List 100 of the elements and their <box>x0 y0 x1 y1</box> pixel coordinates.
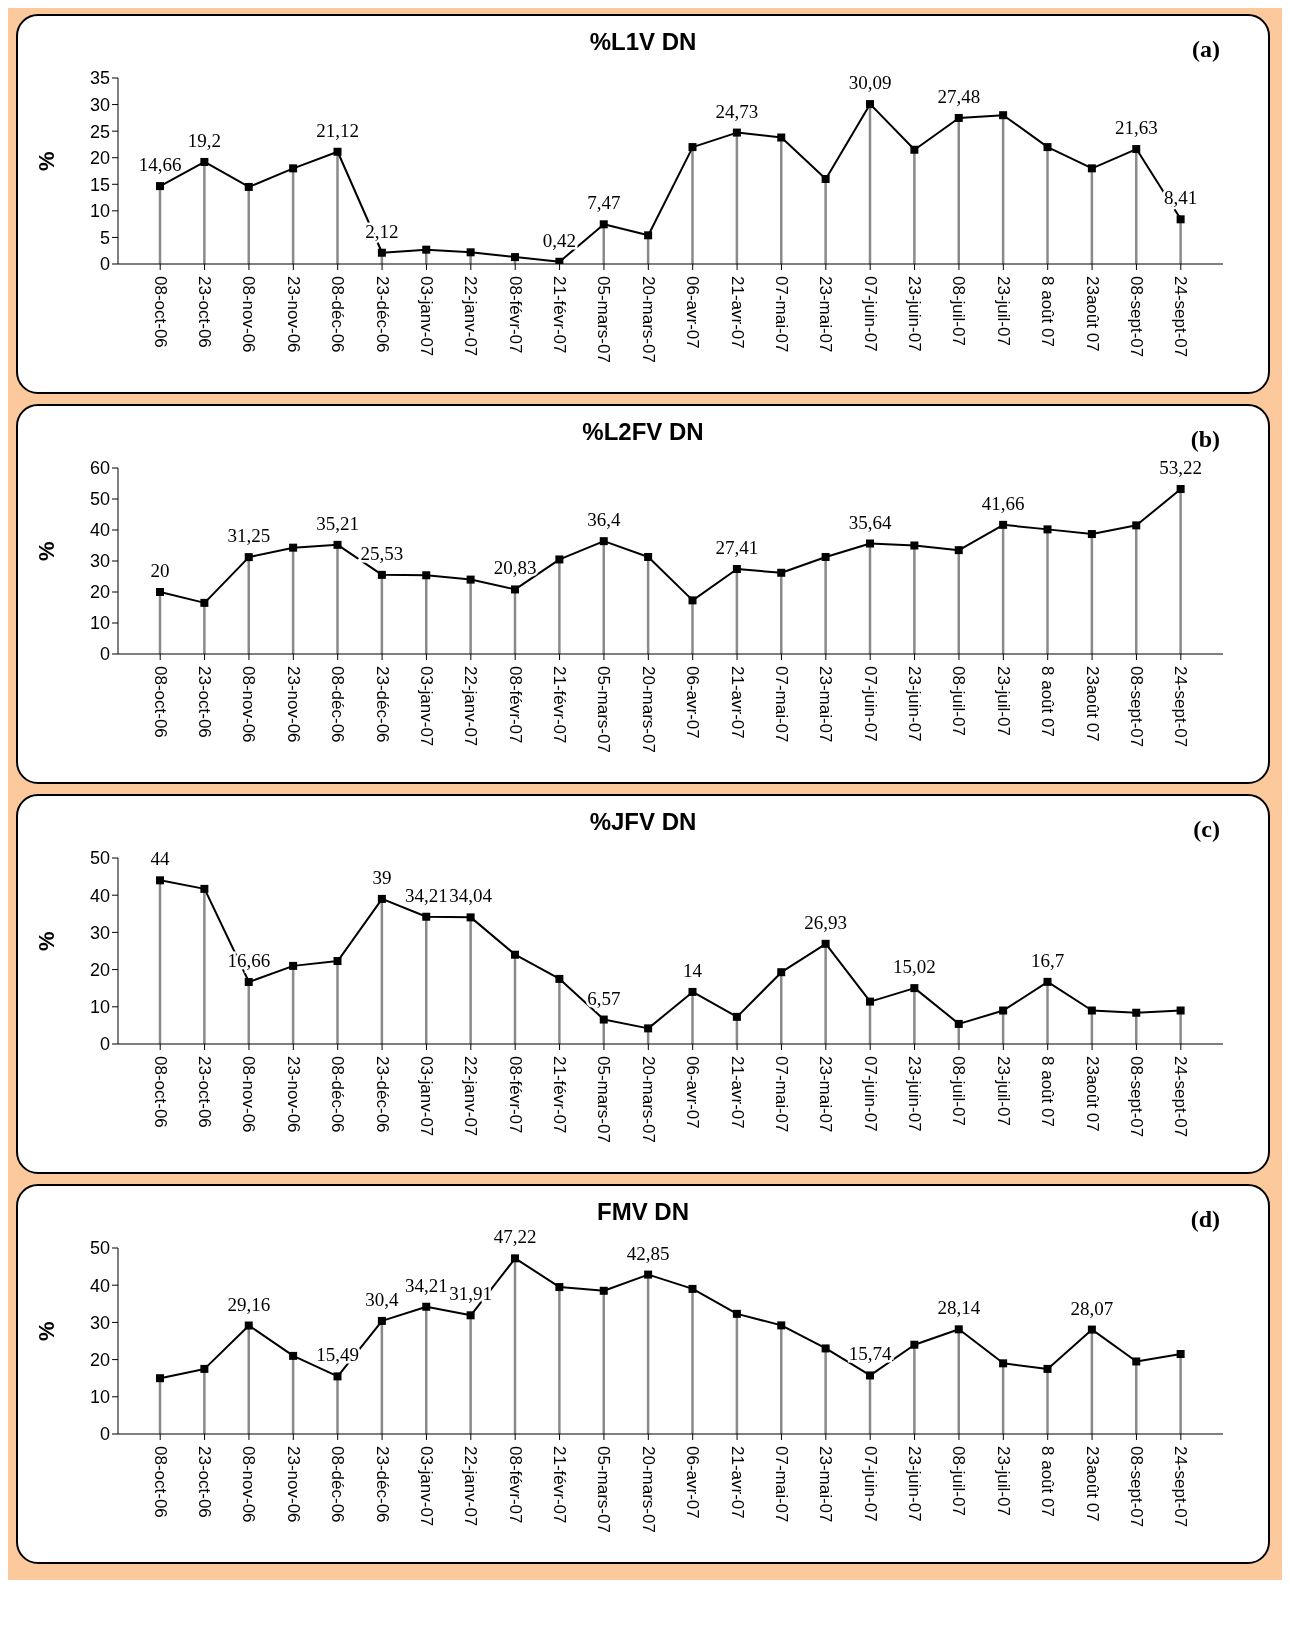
data-label: 20,83 <box>493 557 537 579</box>
y-tick-label: 30 <box>89 551 110 572</box>
x-tick-label: 08-juil-07 <box>949 666 969 736</box>
data-label: 53,22 <box>1159 457 1202 479</box>
y-tick-label: 15 <box>89 174 110 195</box>
y-tick-label: 0 <box>99 1424 110 1445</box>
x-tick-label: 08-févr-07 <box>505 276 525 354</box>
x-tick-label: 21-févr-07 <box>550 1056 570 1134</box>
x-tick-label: 22-janv-07 <box>461 276 481 357</box>
x-tick-label: 06-avr-07 <box>683 1446 703 1519</box>
y-tick-label: 40 <box>89 1275 110 1296</box>
data-label: 0,42 <box>542 229 576 251</box>
data-label: 30,09 <box>848 72 892 94</box>
data-label: 34,04 <box>449 885 493 907</box>
data-label: 30,4 <box>365 1288 399 1310</box>
data-label: 44 <box>150 848 170 870</box>
x-tick-label: 8 août 07 <box>1038 1056 1058 1127</box>
x-tick-label: 03-janv-07 <box>416 1446 436 1527</box>
y-tick-label: 30 <box>89 1312 110 1333</box>
y-axis-title: % <box>33 931 59 951</box>
data-label: 34,21 <box>404 1274 448 1296</box>
data-label: 27,48 <box>937 85 981 107</box>
data-label: 27,41 <box>715 537 759 559</box>
data-label: 19,2 <box>187 129 221 151</box>
x-tick-label: 08-sept-07 <box>1126 1056 1146 1138</box>
x-tick-label: 20-mars-07 <box>638 666 658 753</box>
x-tick-label: 8 août 07 <box>1038 666 1058 737</box>
data-label: 36,4 <box>587 509 621 531</box>
x-tick-label: 08-févr-07 <box>505 1056 525 1134</box>
x-tick-label: 24-sept-07 <box>1171 1056 1191 1138</box>
data-label: 7,47 <box>587 192 621 214</box>
data-label: 29,16 <box>227 1293 271 1315</box>
x-tick-label: 20-mars-07 <box>638 1056 658 1143</box>
x-tick-label: 23-oct-06 <box>195 276 215 348</box>
x-tick-label: 05-mars-07 <box>594 1056 614 1143</box>
x-tick-label: 23-nov-06 <box>283 1446 303 1523</box>
x-tick-label: 08-nov-06 <box>239 276 259 353</box>
x-tick-label: 23août 07 <box>1082 276 1102 352</box>
data-label: 34,21 <box>404 884 448 906</box>
y-axis-title: % <box>33 541 59 561</box>
x-tick-label: 23-déc-06 <box>372 666 392 743</box>
x-tick-label: 23-juil-07 <box>993 1056 1013 1126</box>
x-tick-label: 07-mai-07 <box>771 1056 791 1133</box>
y-tick-label: 35 <box>89 68 110 89</box>
y-tick-label: 10 <box>89 1387 110 1408</box>
data-label: 15,74 <box>848 1343 892 1365</box>
x-tick-label: 23-juin-07 <box>905 1056 925 1132</box>
chart-title: %L2FV DN <box>582 418 704 445</box>
x-tick-label: 23-déc-06 <box>372 1446 392 1523</box>
x-tick-label: 23-déc-06 <box>372 1056 392 1133</box>
text: (a) <box>1192 36 1220 63</box>
y-axis-title: % <box>33 151 59 171</box>
x-tick-label: 08-sept-07 <box>1126 1446 1146 1528</box>
x-tick-label: 23-juil-07 <box>993 666 1013 736</box>
y-tick-label: 60 <box>89 458 110 479</box>
x-tick-label: 06-avr-07 <box>683 276 703 349</box>
y-tick-label: 30 <box>89 922 110 943</box>
data-label: 35,21 <box>316 512 359 534</box>
x-tick-label: 08-juil-07 <box>949 276 969 346</box>
y-tick-label: 10 <box>89 997 110 1018</box>
x-tick-label: 03-janv-07 <box>416 666 436 747</box>
x-tick-label: 08-déc-06 <box>328 1056 348 1133</box>
x-tick-label: 07-juin-07 <box>860 1446 880 1522</box>
data-label: 14 <box>683 959 703 981</box>
data-label: 24,73 <box>715 100 759 122</box>
y-tick-label: 20 <box>89 582 110 603</box>
data-label: 41,66 <box>981 492 1025 514</box>
x-tick-label: 20-mars-07 <box>638 1446 658 1533</box>
x-tick-label: 23-mai-07 <box>816 1056 836 1133</box>
x-tick-label: 20-mars-07 <box>638 276 658 363</box>
x-tick-label: 06-avr-07 <box>683 666 703 739</box>
data-label: 31,25 <box>227 525 271 547</box>
x-tick-label: 23-déc-06 <box>372 276 392 353</box>
data-label: 25,53 <box>360 542 404 564</box>
x-tick-label: 07-juin-07 <box>860 1056 880 1132</box>
x-tick-label: 05-mars-07 <box>594 666 614 753</box>
data-label: 15,02 <box>893 956 936 978</box>
x-tick-label: 07-mai-07 <box>771 666 791 743</box>
x-tick-label: 08-sept-07 <box>1126 666 1146 748</box>
x-tick-label: 21-avr-07 <box>727 1446 747 1519</box>
x-tick-label: 8 août 07 <box>1038 1446 1058 1517</box>
x-tick-label: 23-juin-07 <box>905 1446 925 1522</box>
x-tick-label: 08-déc-06 <box>328 666 348 743</box>
x-tick-label: 23-mai-07 <box>816 666 836 743</box>
x-tick-label: 08-févr-07 <box>505 666 525 744</box>
x-tick-label: 08-juil-07 <box>949 1446 969 1516</box>
y-tick-label: 0 <box>99 1034 110 1055</box>
y-tick-label: 10 <box>89 201 110 222</box>
data-label: 16,7 <box>1030 949 1065 971</box>
x-tick-label: 23-juil-07 <box>993 1446 1013 1516</box>
data-label: 28,14 <box>937 1297 981 1319</box>
x-tick-label: 08-nov-06 <box>239 1446 259 1523</box>
y-tick-label: 40 <box>89 520 110 541</box>
y-axis-title: % <box>33 1321 59 1341</box>
y-tick-label: 30 <box>89 94 110 115</box>
x-tick-label: 03-janv-07 <box>416 276 436 357</box>
data-label: 20 <box>150 560 170 581</box>
x-tick-label: 23-oct-06 <box>195 1446 215 1518</box>
x-tick-label: 22-janv-07 <box>461 1446 481 1527</box>
x-tick-label: 22-janv-07 <box>461 666 481 747</box>
